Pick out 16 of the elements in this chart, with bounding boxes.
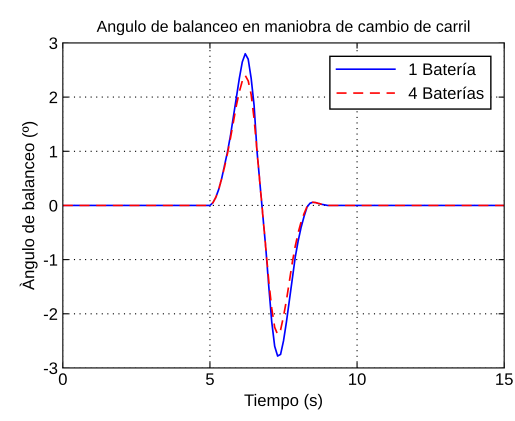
legend-label: 1 Batería bbox=[409, 62, 476, 76]
x-tick-label: 10 bbox=[349, 373, 366, 386]
legend-label: 4 Baterías bbox=[408, 86, 484, 100]
y-tick-label: -3 bbox=[44, 362, 58, 374]
chart-title: Angulo de balanceo en maniobra de cambio de carril bbox=[96, 20, 470, 36]
x-tick-label: 0 bbox=[58, 373, 67, 386]
x-tick-label: 5 bbox=[206, 373, 214, 386]
y-tick-label: 1 bbox=[50, 146, 58, 158]
y-tick-label: -1 bbox=[44, 254, 58, 266]
y-tick-label: 2 bbox=[50, 92, 58, 104]
y-tick-label: 3 bbox=[49, 37, 58, 50]
x-axis-title: Tiempo (s) bbox=[244, 394, 322, 410]
y-tick-label: -2 bbox=[44, 308, 58, 320]
x-tick-label: 15 bbox=[496, 373, 513, 386]
y-axis-title: Àngulo de balanceo (º) bbox=[20, 122, 38, 290]
y-tick-label: 0 bbox=[49, 200, 58, 212]
